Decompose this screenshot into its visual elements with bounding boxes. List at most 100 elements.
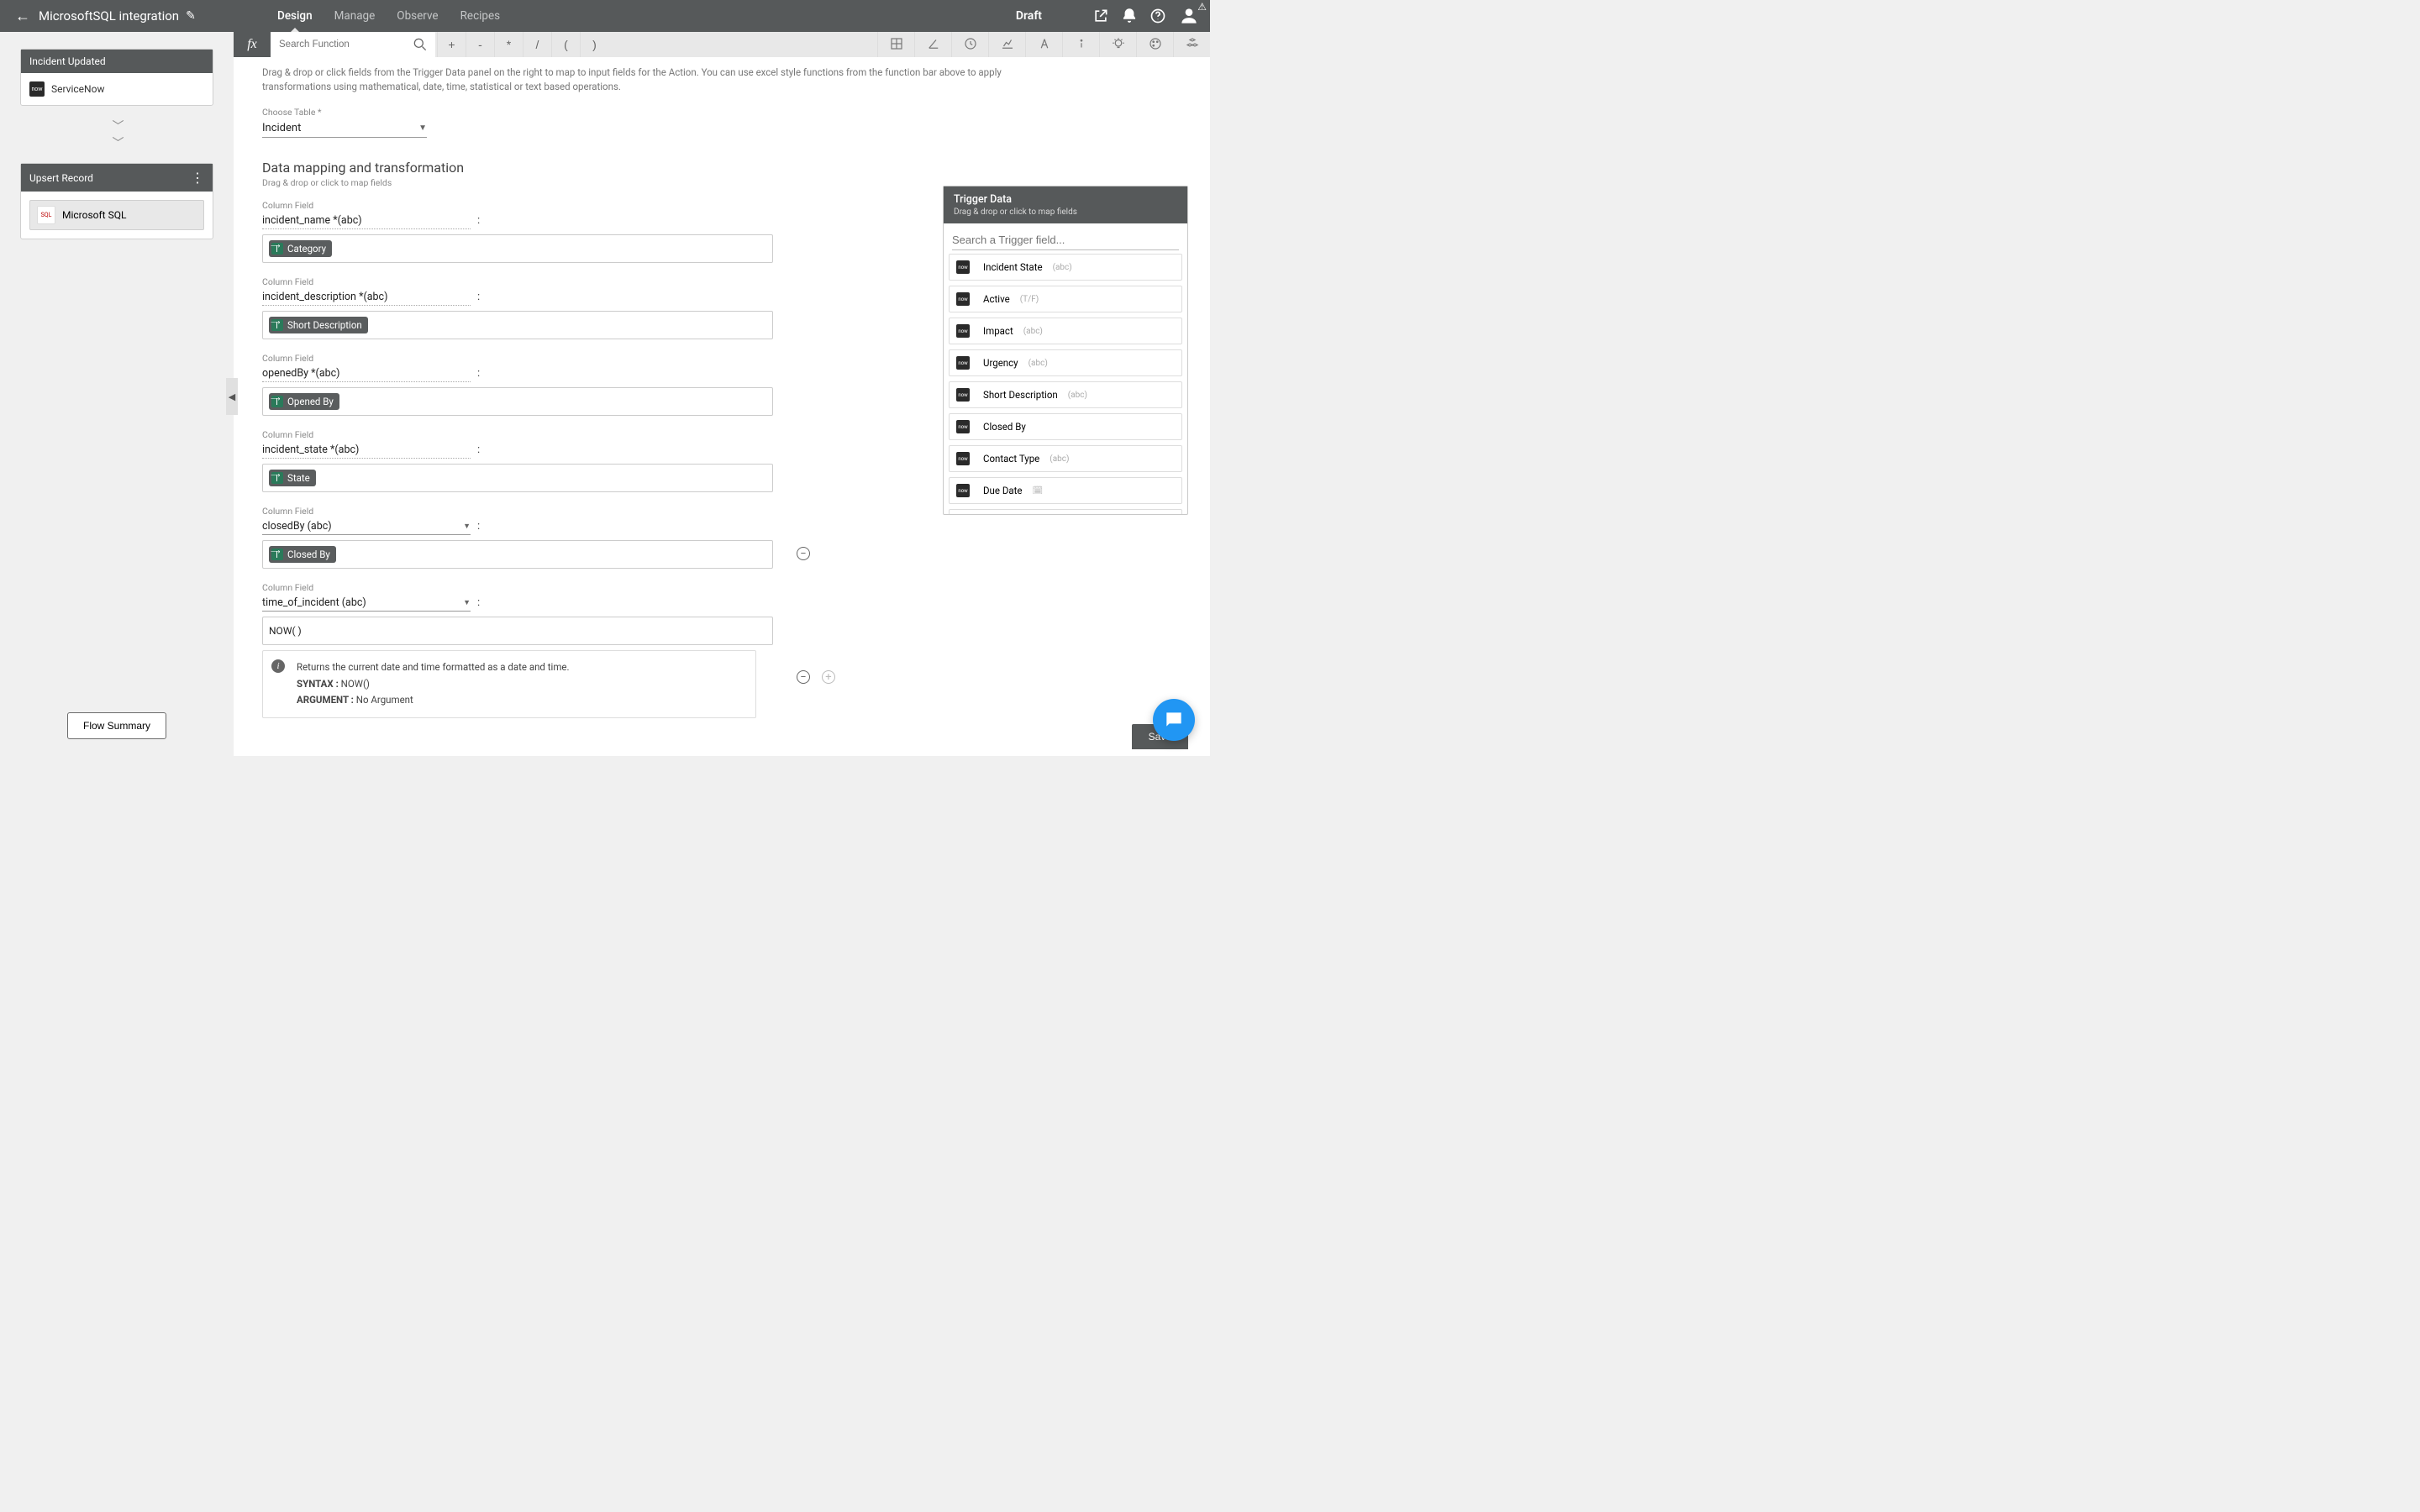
trigger-panel-header: Trigger Data Drag & drop or click to map… [944, 186, 1187, 223]
action-service-label: Microsoft SQL [62, 209, 126, 221]
column-value: time_of_incident (abc) [262, 596, 366, 609]
remove-row-button[interactable]: − [797, 670, 810, 684]
fx-info-icon[interactable] [1062, 32, 1099, 57]
colon: : [477, 214, 480, 227]
column-input-2[interactable]: incident_description *(abc) [262, 289, 471, 306]
choose-table-select[interactable]: Incident ▼ [262, 119, 427, 138]
trigger-data-panel: Trigger Data Drag & drop or click to map… [943, 186, 1188, 515]
remove-row-button[interactable]: − [797, 547, 810, 560]
trigger-field-label: Short Description [983, 389, 1058, 401]
chip-icon [271, 319, 283, 331]
chevron-down-icon: ▼ [463, 598, 471, 607]
chip-icon [271, 396, 283, 407]
argument-value: No Argument [356, 694, 413, 706]
fx-chart-icon[interactable] [988, 32, 1025, 57]
chip-label: State [287, 472, 310, 484]
trigger-field-impact[interactable]: nowImpact(abc) [949, 318, 1182, 344]
map-input-1[interactable]: Category [262, 234, 773, 263]
argument-label: ARGUMENT : [297, 694, 354, 706]
action-service-row[interactable]: SQL Microsoft SQL [29, 200, 204, 230]
trigger-field-label: Due Date [983, 485, 1023, 496]
op-plus[interactable]: + [437, 32, 466, 57]
colon: : [477, 596, 480, 609]
action-card[interactable]: Upsert Record ⋮ SQL Microsoft SQL [20, 163, 213, 239]
chat-widget-button[interactable] [1153, 699, 1195, 741]
column-input-6[interactable]: time_of_incident (abc) ▼ [262, 595, 471, 612]
chevron-down-icon: ▼ [463, 522, 471, 531]
column-input-1[interactable]: incident_name *(abc) [262, 213, 471, 229]
user-avatar[interactable]: ⚠ [1178, 5, 1200, 27]
op-paren-open[interactable]: ( [551, 32, 580, 57]
servicenow-icon: now [956, 260, 970, 274]
column-input-4[interactable]: incident_state *(abc) [262, 442, 471, 459]
mapping-title: Data mapping and transformation [262, 160, 1181, 176]
header-icons: ⚠ [1092, 5, 1200, 27]
trigger-search-input[interactable] [952, 230, 1179, 250]
calendar-icon: 🗓 [1033, 486, 1044, 496]
tab-design[interactable]: Design [277, 0, 313, 32]
sidebar-collapse-handle[interactable]: ◀ [226, 378, 238, 415]
colon: : [477, 520, 480, 533]
choose-table-label: Choose Table * [262, 107, 1181, 118]
trigger-field-contact-type[interactable]: nowContact Type(abc) [949, 445, 1182, 472]
op-minus[interactable]: - [466, 32, 494, 57]
map-input-2[interactable]: Short Description [262, 311, 773, 339]
function-search-input[interactable] [271, 32, 435, 57]
chip-category[interactable]: Category [269, 240, 332, 257]
fx-angle-icon[interactable] [914, 32, 951, 57]
hint-text: Drag & drop or click fields from the Tri… [234, 57, 1099, 97]
open-external-icon[interactable] [1092, 8, 1109, 24]
chip-opened-by[interactable]: Opened By [269, 393, 339, 410]
trigger-field-active[interactable]: nowActive(T/F) [949, 286, 1182, 312]
choose-table-value: Incident [262, 122, 301, 134]
servicenow-icon: now [956, 292, 970, 306]
op-divide[interactable]: / [523, 32, 551, 57]
sidebar: Incident Updated now ServiceNow ﹀﹀ Upser… [0, 32, 234, 756]
trigger-field-short-description[interactable]: nowShort Description(abc) [949, 381, 1182, 408]
fx-bulb-icon[interactable] [1099, 32, 1136, 57]
map-input-4[interactable]: State [262, 464, 773, 492]
flow-summary-button[interactable]: Flow Summary [67, 712, 166, 739]
back-arrow-icon[interactable]: ← [0, 8, 39, 25]
tab-manage[interactable]: Manage [334, 0, 376, 32]
edit-icon[interactable]: ✎ [186, 9, 196, 23]
chip-state[interactable]: State [269, 470, 316, 486]
action-card-menu-icon[interactable]: ⋮ [191, 170, 204, 186]
trigger-field-due-date[interactable]: now Due Date 🗓 [949, 477, 1182, 504]
chip-short-description[interactable]: Short Description [269, 317, 368, 333]
servicenow-icon: now [956, 484, 970, 497]
trigger-field-closed-by[interactable]: nowClosed By [949, 413, 1182, 440]
fx-grid-icon[interactable] [877, 32, 914, 57]
bell-icon[interactable] [1121, 8, 1138, 24]
fx-text-icon[interactable] [1025, 32, 1062, 57]
fx-palette-icon[interactable] [1136, 32, 1173, 57]
map-input-6[interactable]: NOW( ) [262, 617, 773, 645]
add-row-button[interactable]: + [822, 670, 835, 684]
trigger-field-urgency[interactable]: nowUrgency(abc) [949, 349, 1182, 376]
fx-cubes-icon[interactable] [1173, 32, 1210, 57]
tab-observe[interactable]: Observe [397, 0, 438, 32]
column-input-5[interactable]: closedBy (abc) ▼ [262, 518, 471, 535]
trigger-card[interactable]: Incident Updated now ServiceNow [20, 49, 213, 106]
trigger-field-type: (abc) [1053, 263, 1072, 272]
op-multiply[interactable]: * [494, 32, 523, 57]
fx-clock-icon[interactable] [951, 32, 988, 57]
map-input-3[interactable]: Opened By [262, 387, 773, 416]
help-icon[interactable] [1150, 8, 1166, 24]
trigger-field-number[interactable]: nowNumber(abc) [949, 509, 1182, 514]
chip-label: Short Description [287, 319, 362, 331]
column-field-label: Column Field [262, 582, 1181, 593]
chevron-down-icon: ▼ [418, 123, 427, 133]
info-desc: Returns the current date and time format… [297, 659, 744, 676]
action-card-title: Upsert Record [29, 172, 93, 184]
tab-recipes[interactable]: Recipes [460, 0, 501, 32]
trigger-panel-sub: Drag & drop or click to map fields [954, 207, 1177, 217]
op-paren-close[interactable]: ) [580, 32, 608, 57]
trigger-field-type: (abc) [1068, 391, 1087, 400]
chip-closed-by[interactable]: Closed By [269, 546, 336, 563]
warning-icon: ⚠ [1197, 1, 1207, 13]
column-input-3[interactable]: openedBy *(abc) [262, 365, 471, 382]
trigger-field-incident-state[interactable]: nowIncident State(abc) [949, 254, 1182, 281]
map-input-5[interactable]: Closed By [262, 540, 773, 569]
trigger-field-label: Impact [983, 325, 1013, 337]
